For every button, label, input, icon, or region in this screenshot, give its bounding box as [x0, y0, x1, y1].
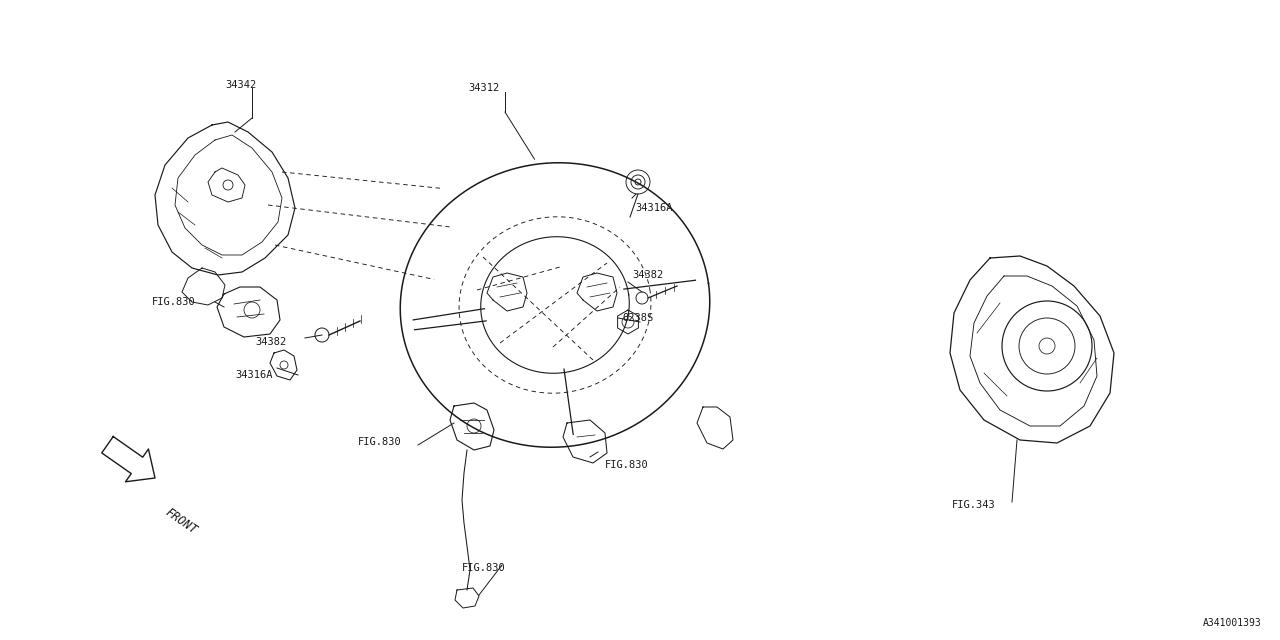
Text: FIG.830: FIG.830 — [358, 437, 402, 447]
Text: FRONT: FRONT — [163, 506, 200, 537]
Text: FIG.343: FIG.343 — [952, 500, 996, 510]
Text: A341001393: A341001393 — [1203, 618, 1262, 628]
Text: 34382: 34382 — [255, 337, 287, 347]
Text: 34316A: 34316A — [236, 370, 273, 380]
Text: FIG.830: FIG.830 — [152, 297, 196, 307]
Text: FIG.830: FIG.830 — [605, 460, 649, 470]
Text: 34382: 34382 — [632, 270, 663, 280]
Text: FIG.830: FIG.830 — [462, 563, 506, 573]
Text: 0238S: 0238S — [622, 313, 653, 323]
Text: 34316A: 34316A — [635, 203, 672, 213]
Text: 34342: 34342 — [225, 80, 256, 90]
Text: 34312: 34312 — [468, 83, 499, 93]
